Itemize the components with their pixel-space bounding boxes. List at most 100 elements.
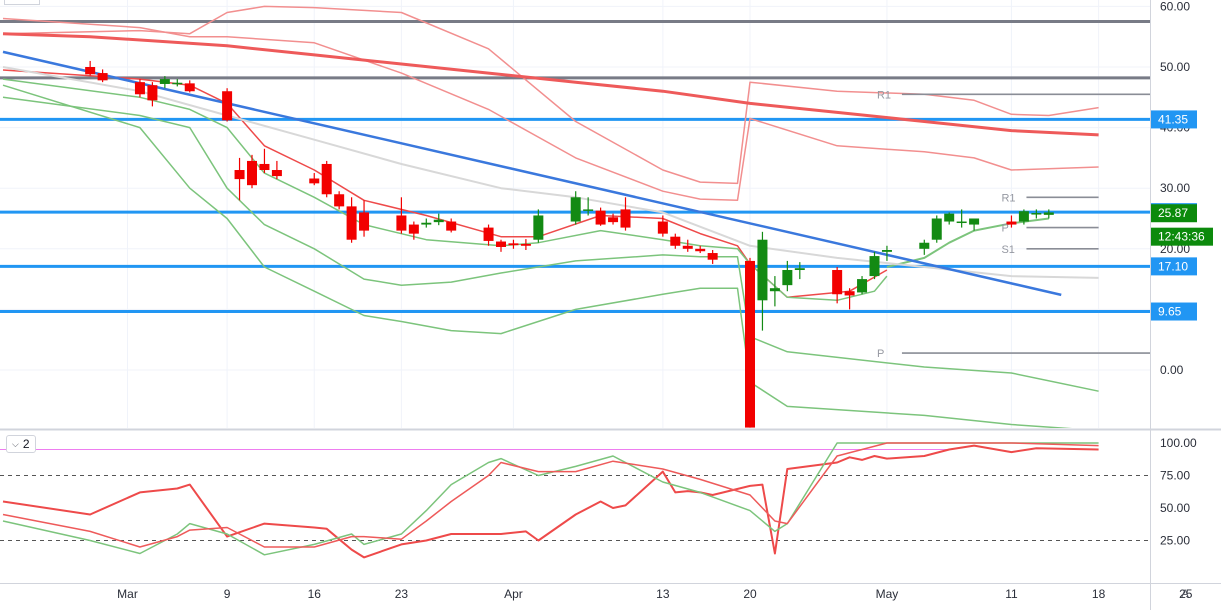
candle-body bbox=[159, 79, 170, 84]
candle-body bbox=[657, 221, 668, 234]
price-tick-label: 30.00 bbox=[1160, 181, 1190, 195]
pivot-label: S1 bbox=[1001, 244, 1014, 256]
candle-body bbox=[682, 245, 693, 249]
candle-body bbox=[757, 239, 768, 301]
candle-body bbox=[583, 209, 594, 211]
candles bbox=[85, 60, 1054, 428]
indicator-line bbox=[2, 5, 1099, 185]
time-tick-label: 9 bbox=[224, 587, 231, 601]
pivot-levels: R1 P R1 P S1 bbox=[877, 89, 1150, 360]
candle-body bbox=[944, 213, 955, 222]
time-tick-label: 18 bbox=[1092, 587, 1106, 601]
price-badge bbox=[1151, 204, 1197, 223]
candle-body bbox=[794, 268, 805, 271]
candle-body bbox=[172, 82, 183, 85]
candle-body bbox=[247, 160, 257, 186]
price-axis: 60.0050.0040.0030.0020.0010.000.00100.00… bbox=[1160, 0, 1197, 548]
candle-body bbox=[620, 209, 631, 228]
oscillator-line bbox=[2, 442, 1099, 556]
candle-body bbox=[570, 197, 581, 222]
candle-body bbox=[1031, 213, 1042, 215]
time-tick-label: 25 bbox=[1179, 587, 1193, 601]
candle-body bbox=[707, 253, 718, 260]
candle-body bbox=[309, 178, 320, 184]
time-tick-label: 16 bbox=[308, 587, 322, 601]
candle-body bbox=[1018, 211, 1029, 222]
candle-body bbox=[321, 163, 332, 195]
candle-body bbox=[832, 270, 843, 295]
candle-body bbox=[234, 170, 245, 180]
candle-body bbox=[184, 83, 195, 92]
candle-body bbox=[595, 210, 606, 225]
price-tick-label: 0.00 bbox=[1160, 363, 1184, 377]
candle-body bbox=[844, 291, 855, 296]
candle-body bbox=[919, 242, 930, 249]
time-tick-label: 23 bbox=[395, 587, 409, 601]
candle-body bbox=[85, 67, 96, 75]
candle-body bbox=[433, 219, 444, 223]
oscillator-line bbox=[2, 442, 1099, 548]
price-badge-label: 41.35 bbox=[1158, 112, 1188, 126]
oscillator-tick-label: 25.00 bbox=[1160, 534, 1190, 548]
candle-body bbox=[334, 194, 345, 207]
candle-body bbox=[745, 260, 755, 428]
candle-body bbox=[881, 250, 892, 252]
candle-body bbox=[222, 91, 233, 121]
auto-scale-button[interactable]: A bbox=[1181, 588, 1189, 600]
indicator-collapse-toggle[interactable]: ⌵ 2 bbox=[6, 435, 36, 453]
price-badge bbox=[1151, 257, 1197, 276]
oscillator-tick-label: 50.00 bbox=[1160, 501, 1190, 515]
time-tick-label: 13 bbox=[656, 587, 670, 601]
candle-body bbox=[956, 221, 967, 224]
candle-body bbox=[533, 215, 544, 240]
price-badge bbox=[1151, 302, 1197, 321]
pivot-label: P bbox=[877, 348, 884, 360]
candle-body bbox=[1006, 221, 1017, 225]
candle-body bbox=[508, 243, 519, 246]
candle-body bbox=[446, 221, 457, 231]
time-tick-label: Mar bbox=[117, 587, 138, 601]
time-tick-label: 11 bbox=[1005, 587, 1018, 601]
trendline bbox=[2, 50, 1062, 297]
candle-body bbox=[134, 82, 145, 95]
oscillator-tick-label: 75.00 bbox=[1160, 469, 1190, 483]
indicator-line bbox=[886, 217, 1049, 268]
time-tick-label: May bbox=[876, 587, 899, 601]
time-axis: Mar 9 16 23 Apr 13 20 May 11 18 25 bbox=[117, 587, 1193, 601]
indicator-line bbox=[2, 96, 1099, 392]
price-badge-label: 17.10 bbox=[1158, 259, 1188, 273]
candle-body bbox=[271, 170, 282, 177]
candle-body bbox=[496, 241, 506, 247]
price-badge bbox=[1151, 110, 1197, 129]
candle-body bbox=[931, 218, 942, 240]
candle-body bbox=[608, 217, 619, 223]
oscillator-line bbox=[2, 444, 1099, 559]
candle-body bbox=[520, 243, 531, 246]
candle-body bbox=[483, 227, 494, 241]
horizontal-levels bbox=[0, 20, 1150, 314]
candle-body bbox=[969, 218, 980, 225]
candle-body bbox=[396, 215, 407, 231]
candle-body bbox=[857, 279, 868, 293]
price-badge bbox=[1151, 227, 1213, 246]
price-tick-label: 60.00 bbox=[1160, 0, 1190, 13]
time-tick-label: 20 bbox=[743, 587, 757, 601]
candle-body bbox=[97, 73, 108, 81]
price-badge-label: 12:43:36 bbox=[1158, 230, 1205, 244]
pivot-label: P bbox=[1001, 223, 1008, 235]
pivot-label: R1 bbox=[1001, 192, 1015, 204]
grid bbox=[0, 0, 1150, 428]
candle-body bbox=[408, 224, 419, 234]
price-tick-label: 50.00 bbox=[1160, 60, 1190, 74]
candle-body bbox=[1043, 212, 1054, 215]
indicator-line bbox=[2, 32, 1099, 137]
chevron-down-icon: ⌵ bbox=[12, 438, 19, 449]
time-tick-label: Apr bbox=[504, 587, 523, 601]
top-pane-stub bbox=[4, 0, 40, 5]
oscillator-pane bbox=[0, 442, 1150, 559]
price-badge-label: 9.65 bbox=[1158, 305, 1182, 319]
candle-body bbox=[147, 85, 158, 101]
candle-body bbox=[346, 206, 357, 240]
